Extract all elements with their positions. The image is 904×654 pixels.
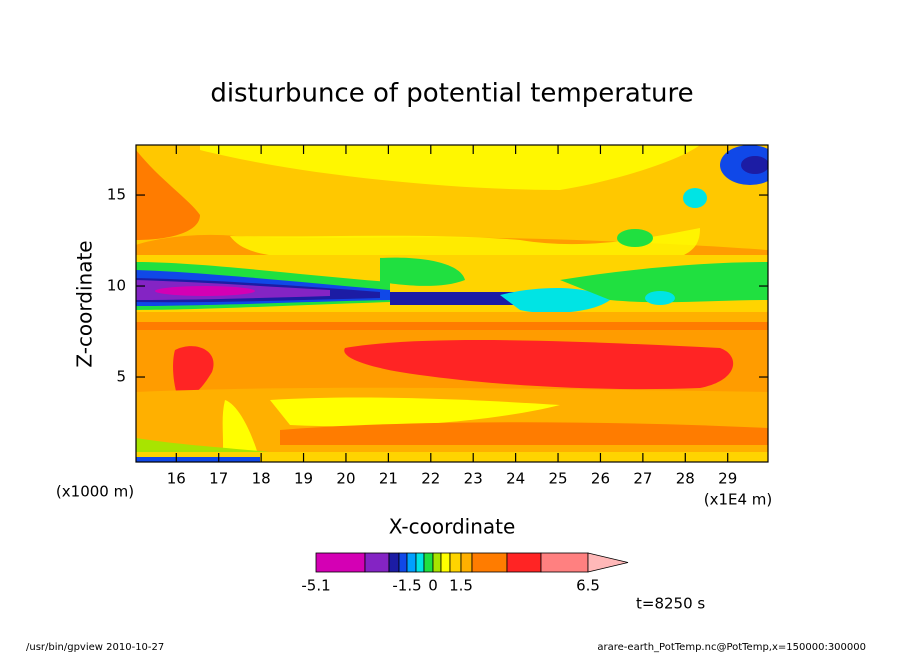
- x-axis-label: X-coordinate: [389, 515, 516, 539]
- y-tick-label: 15: [107, 186, 126, 204]
- y-axis-label: Z-coordinate: [73, 240, 97, 367]
- colorbar-segment: [440, 552, 451, 573]
- time-label: t=8250 s: [636, 595, 705, 613]
- colorbar-segment: [398, 552, 408, 573]
- colorbar-label: -1.5: [392, 577, 421, 595]
- colorbar-segment: [540, 552, 589, 573]
- colorbar-label: -5.1: [301, 577, 330, 595]
- colorbar-segment: [315, 552, 366, 573]
- colorbar-segment: [388, 552, 400, 573]
- x-tick-label: 26: [591, 470, 610, 488]
- x-tick-label: 19: [294, 470, 313, 488]
- x-tick-label: 25: [548, 470, 567, 488]
- x-tick-label: 24: [506, 470, 525, 488]
- colorbar-label: 0: [428, 577, 438, 595]
- plot-frame: [135, 144, 769, 463]
- x-tick-label: 29: [718, 470, 737, 488]
- y-tick-label: 10: [107, 277, 126, 295]
- colorbar-segment: [449, 552, 462, 573]
- x-tick-label: 23: [464, 470, 483, 488]
- x-tick-label: 16: [167, 470, 186, 488]
- x-tick-label: 22: [421, 470, 440, 488]
- x-tick-label: 27: [633, 470, 652, 488]
- colorbar-arrow: [587, 552, 629, 573]
- x-tick-label: 18: [252, 470, 271, 488]
- colorbar-segment: [471, 552, 508, 573]
- colorbar-segment: [406, 552, 417, 573]
- y-unit-label: (x1000 m): [56, 483, 134, 501]
- footer-right: arare-earth_PotTemp.nc@PotTemp,x=150000:…: [597, 642, 866, 653]
- colorbar-segment: [423, 552, 434, 573]
- colorbar-label: 1.5: [449, 577, 473, 595]
- colorbar-segment: [460, 552, 473, 573]
- footer-left: /usr/bin/gpview 2010-10-27: [26, 642, 164, 653]
- colorbar-label: 6.5: [576, 577, 600, 595]
- colorbar-segment: [506, 552, 542, 573]
- colorbar-segment: [364, 552, 390, 573]
- contour-field: [136, 145, 768, 462]
- x-tick-label: 17: [209, 470, 228, 488]
- x-tick-label: 21: [379, 470, 398, 488]
- chart-title: disturbunce of potential temperature: [210, 79, 693, 109]
- colorbar-segment: [415, 552, 425, 573]
- y-tick-label: 5: [116, 368, 126, 386]
- x-unit-label: (x1E4 m): [704, 491, 773, 509]
- x-tick-label: 28: [676, 470, 695, 488]
- x-tick-label: 20: [336, 470, 355, 488]
- colorbar-segment: [432, 552, 442, 573]
